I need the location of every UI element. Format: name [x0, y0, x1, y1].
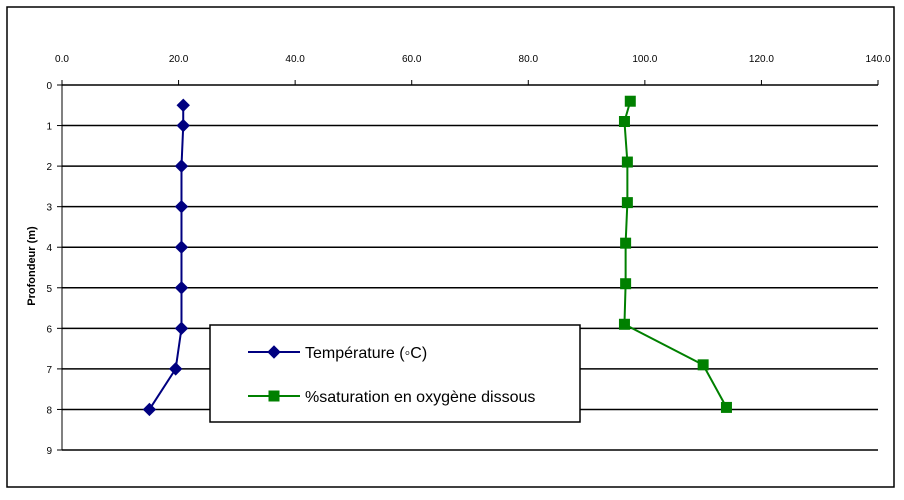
data-point-2 — [618, 318, 630, 330]
x-tick-label: 100.0 — [632, 54, 657, 65]
data-point-1 — [176, 98, 190, 112]
axes: 0 1 2 3 4 5 6 7 8 9 0.0 20.0 40.0 60.0 80.0 100.0 120.0 1… — [46, 54, 891, 457]
data-point-2 — [618, 116, 630, 127]
y-tick-label: 9 — [46, 446, 52, 457]
y-tick-label: 3 — [46, 203, 52, 214]
data-point-1 — [174, 240, 189, 254]
y-tick-label: 6 — [46, 324, 52, 335]
legend: Température (◦C) %saturation en oxygène d… — [209, 324, 581, 423]
data-point-1 — [174, 199, 189, 214]
legend-marker-1 — [267, 345, 281, 359]
y-axis-title: Profondeur (m) — [26, 226, 38, 306]
legend-box — [209, 324, 581, 423]
data-point-1 — [174, 321, 189, 336]
y-tick-label: 0 — [46, 81, 52, 92]
x-tick-label: 140.0 — [865, 54, 890, 65]
data-point-1 — [142, 402, 157, 417]
data-point-1 — [168, 362, 183, 376]
data-point-1 — [176, 118, 190, 133]
x-tick-label: 120.0 — [749, 54, 774, 65]
x-tick-label: 60.0 — [402, 54, 422, 65]
legend-label-1: Température (◦C) — [305, 345, 427, 362]
data-point-2 — [620, 278, 632, 290]
data-point-1 — [174, 281, 189, 295]
y-tick-label: 1 — [46, 122, 52, 133]
legend-marker-2 — [268, 390, 280, 402]
data-point-2 — [621, 197, 633, 209]
data-point-2 — [697, 359, 709, 371]
x-tick-label: 20.0 — [169, 54, 189, 65]
x-tick-label: 0.0 — [55, 54, 69, 65]
data-point-1 — [174, 159, 189, 173]
x-tick-label: 80.0 — [519, 54, 539, 65]
x-tick-label: 40.0 — [285, 54, 305, 65]
y-tick-label: 2 — [46, 162, 52, 173]
y-tick-label: 4 — [46, 243, 52, 254]
legend-label-2: %saturation en oxygène dissous — [305, 389, 535, 406]
series-layer — [142, 95, 732, 417]
y-tick-label: 8 — [46, 405, 52, 416]
y-tick-label: 7 — [46, 365, 52, 376]
data-point-2 — [621, 156, 633, 168]
data-point-2 — [620, 237, 632, 249]
y-tick-label: 5 — [46, 284, 52, 295]
data-point-2 — [624, 95, 636, 107]
data-point-2 — [720, 401, 732, 413]
